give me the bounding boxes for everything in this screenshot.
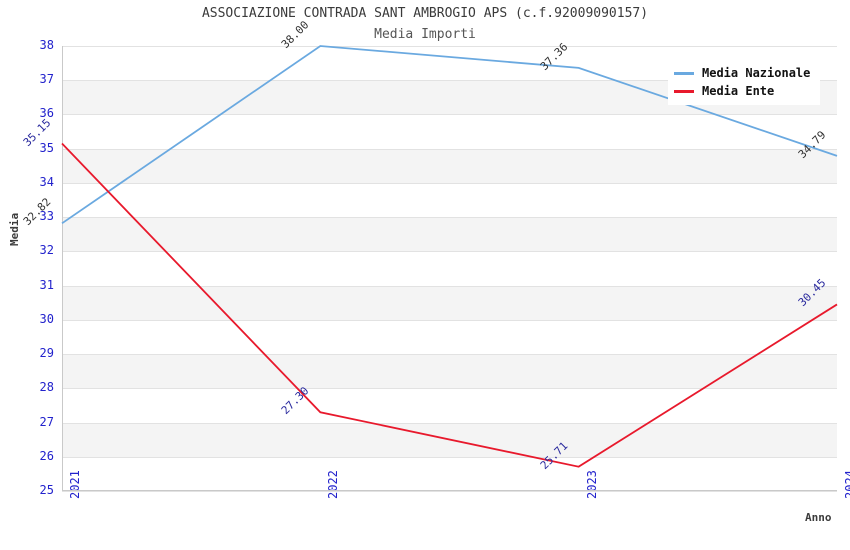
y-tick-label: 32	[39, 243, 54, 258]
background-band	[62, 285, 837, 320]
y-tick-label: 26	[39, 448, 54, 463]
y-tick-label: 34	[39, 174, 54, 189]
series-line	[61, 142, 838, 468]
x-tick-label: 2024	[843, 470, 850, 499]
y-tick-label: 29	[39, 346, 54, 361]
y-axis-line	[62, 46, 63, 491]
chart-legend[interactable]: Media Nazionale Media Ente	[668, 60, 821, 105]
gridline	[62, 148, 837, 150]
gridline	[62, 182, 837, 184]
y-tick-label: 30	[39, 311, 54, 326]
chart-subtitle: Media Importi	[374, 27, 476, 42]
legend-item-media-nazionale[interactable]: Media Nazionale	[674, 64, 810, 82]
gridline	[62, 251, 837, 253]
x-axis-line	[62, 490, 837, 491]
gridline	[62, 80, 837, 82]
y-tick-label: 35	[39, 140, 54, 155]
y-tick-label: 31	[39, 277, 54, 292]
y-tick-label: 28	[39, 380, 54, 395]
gridline	[62, 114, 837, 116]
series-line	[61, 45, 838, 225]
series-lines	[61, 45, 838, 468]
y-tick-label: 27	[39, 414, 54, 429]
legend-label-ente: Media Ente	[702, 84, 775, 98]
x-axis-title: Anno	[805, 511, 832, 524]
chart-title: ASSOCIAZIONE CONTRADA SANT AMBROGIO APS …	[201, 6, 649, 21]
y-tick-label: 33	[39, 209, 54, 224]
legend-swatch-nazionale	[674, 71, 694, 75]
gridline	[62, 319, 837, 321]
gridline	[62, 217, 837, 219]
y-tick-label: 25	[39, 483, 54, 497]
gridline	[62, 46, 837, 47]
plot-area	[61, 45, 838, 492]
legend-label-nazionale: Media Nazionale	[702, 66, 811, 80]
gridline	[62, 285, 837, 287]
y-tick-label: 38	[39, 38, 54, 52]
background-band	[62, 217, 837, 252]
y-tick-label: 36	[39, 106, 54, 121]
background-band	[62, 148, 837, 183]
legend-item-media-ente[interactable]: Media Ente	[674, 82, 810, 100]
legend-swatch-ente	[674, 89, 694, 93]
y-tick-label: 37	[39, 72, 54, 87]
background-band	[62, 354, 837, 389]
gridline	[62, 354, 837, 356]
gridline	[62, 456, 837, 458]
gridline	[62, 388, 837, 390]
gridline	[62, 491, 837, 492]
gridline	[62, 422, 837, 424]
